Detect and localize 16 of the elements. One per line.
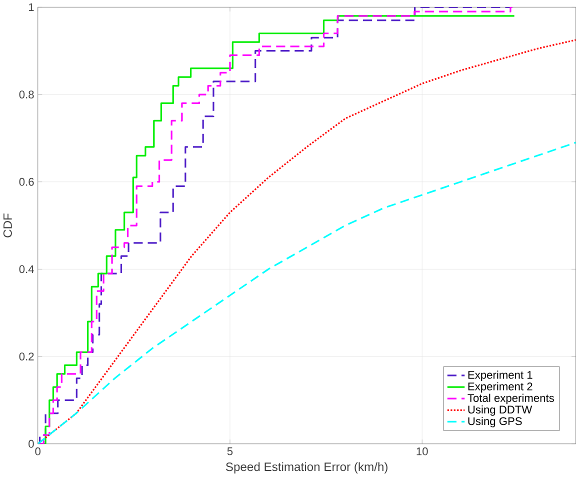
legend-label: Using DDTW bbox=[468, 405, 532, 416]
legend-label: Using GPS bbox=[468, 417, 522, 428]
y-tick-label: 0.6 bbox=[19, 178, 34, 186]
x-tick-label: 0 bbox=[35, 448, 40, 456]
legend-label: Experiment 2 bbox=[468, 382, 532, 393]
legend-label: Experiment 1 bbox=[468, 370, 532, 382]
y-tick-label: 0.2 bbox=[19, 352, 34, 361]
y-tick-label: 0 bbox=[28, 440, 34, 448]
y-axis-title: CDF bbox=[3, 214, 12, 238]
y-tick-label: 0.4 bbox=[19, 265, 34, 274]
y-tick-label: 1 bbox=[28, 3, 34, 12]
x-tick-label: 10 bbox=[416, 448, 428, 456]
legend-label: Total experiments bbox=[468, 394, 554, 404]
x-axis-title: Speed Estimation Error (km/h) bbox=[226, 462, 388, 474]
y-tick-label: 0.8 bbox=[19, 90, 34, 99]
x-tick-label: 5 bbox=[227, 447, 233, 456]
